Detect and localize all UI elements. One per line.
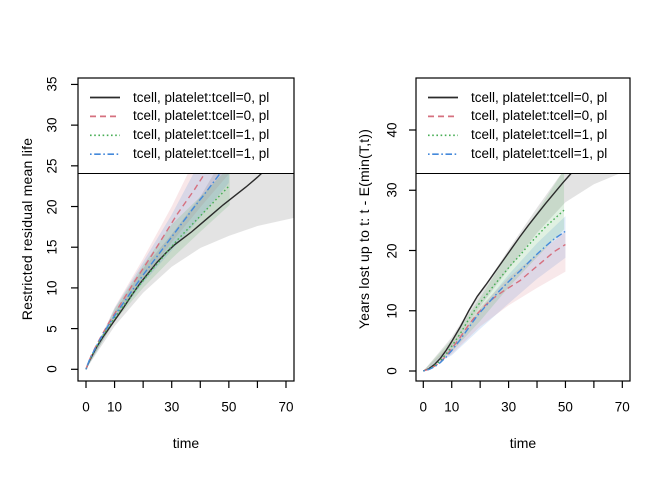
confidence-band xyxy=(86,147,229,370)
confidence-band xyxy=(423,123,630,371)
series-line-dashdot xyxy=(423,230,566,372)
legend-label-4: tcell, platelet:tcell=1, pl xyxy=(133,146,270,162)
left-plot-x-axis-title: time xyxy=(172,435,200,451)
confidence-band xyxy=(423,216,566,371)
confidence-band xyxy=(86,145,229,370)
y-tick-label: 5 xyxy=(44,324,60,333)
series-line-dotted xyxy=(85,184,231,370)
y-tick-label: 25 xyxy=(44,158,60,174)
left-plot-area xyxy=(78,78,294,370)
legend-label-2: tcell, platelet:tcell=0, pl xyxy=(133,108,270,124)
confidence-band xyxy=(86,166,230,370)
x-tick-label: 70 xyxy=(278,399,294,415)
legend-label-4: tcell, platelet:tcell=1, pl xyxy=(471,146,608,162)
right-plot-x-axis-title: time xyxy=(509,435,537,451)
y-tick-label: 15 xyxy=(44,239,60,255)
series-line-dashed xyxy=(423,243,566,372)
x-tick-label: 0 xyxy=(419,399,428,415)
left-plot-y-axis-title: Restricted residual mean life xyxy=(19,137,35,321)
legend-box xyxy=(416,78,630,174)
y-tick-label: 40 xyxy=(384,122,400,138)
right-plot-y-axis-title: Years lost up to t: t - E(min(T,t)) xyxy=(356,128,372,330)
series-line-dashed xyxy=(85,166,210,370)
y-tick-label: 0 xyxy=(384,367,400,375)
y-tick-label: 20 xyxy=(384,242,400,259)
y-tick-label: 10 xyxy=(44,280,60,296)
legend-label-3: tcell, platelet:tcell=1, pl xyxy=(133,127,270,143)
x-tick-label: 50 xyxy=(557,399,573,415)
x-tick-label: 50 xyxy=(221,399,237,415)
y-tick-label: 0 xyxy=(44,365,60,374)
y-tick-label: 10 xyxy=(384,303,400,319)
x-tick-label: 70 xyxy=(614,399,630,415)
series-line-solid xyxy=(85,166,270,370)
x-tick-label: 0 xyxy=(82,399,90,415)
y-tick-label: 35 xyxy=(44,76,60,92)
x-tick-label: 30 xyxy=(164,399,180,415)
plot-border xyxy=(77,77,295,382)
series-line-dashdot xyxy=(85,168,224,370)
y-tick-label: 30 xyxy=(44,117,60,133)
y-tick-label: 30 xyxy=(384,182,400,198)
legend-label-2: tcell, platelet:tcell=0, pl xyxy=(471,108,608,124)
legend-label-3: tcell, platelet:tcell=1, pl xyxy=(471,127,608,143)
legend-label-1: tcell, platelet:tcell=0, pl xyxy=(133,89,270,105)
legend-label-1: tcell, platelet:tcell=0, pl xyxy=(471,89,608,105)
x-tick-label: 30 xyxy=(501,399,517,415)
y-tick-label: 20 xyxy=(44,199,60,215)
x-tick-label: 10 xyxy=(107,399,123,415)
series-line-solid xyxy=(423,165,578,372)
legend-box xyxy=(78,78,294,174)
right-plot-area xyxy=(416,78,630,372)
plot-border xyxy=(415,77,631,382)
x-tick-label: 10 xyxy=(444,399,460,415)
